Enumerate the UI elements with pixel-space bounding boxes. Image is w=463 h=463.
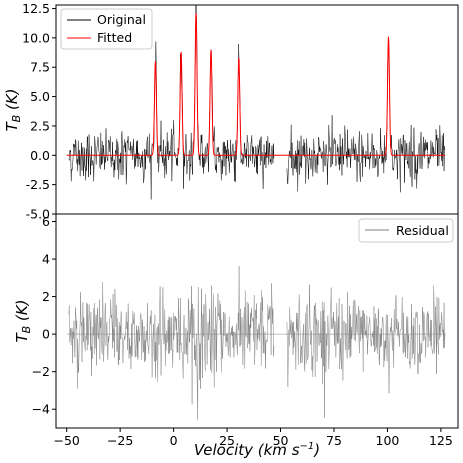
bottom-axes-frame [55, 213, 459, 429]
xtick-label: 75 [326, 433, 342, 448]
xtick-label: 0 [170, 433, 178, 448]
bottom-xlabel: Velocity (km s−1) [194, 441, 320, 459]
top-ylabel: TB (K) [3, 88, 23, 131]
top-ytick-label: 0.0 [30, 148, 50, 163]
xtick-label: 25 [219, 433, 235, 448]
xtick-label: −25 [107, 433, 133, 448]
bottom-ytick-label: 2 [42, 289, 50, 304]
top-ytick-label: -5.0 [26, 207, 50, 222]
fitted-series-line [66, 13, 446, 156]
top-ytick-label: 7.5 [30, 60, 50, 75]
bottom-ytick-label: −4 [32, 402, 50, 417]
top-ytick-label: 10.0 [22, 30, 50, 45]
bottom-ytick-label: 4 [42, 252, 50, 267]
bottom-ytick-label: 0 [42, 327, 50, 342]
bottom-ytick-label: −2 [32, 364, 50, 379]
bottom-ylabel: TB (K) [13, 299, 33, 342]
top-panel: -5.0 -2.5 0.0 2.5 5.0 7.5 10.0 12.5 TB (K) Orig… [3, 1, 459, 222]
xtick-label: 50 [273, 433, 289, 448]
legend-original: Original [97, 12, 146, 27]
bottom-legend: Residual [358, 218, 454, 243]
bottom-panel: −4 −2 0 2 4 6 −50 −25 0 25 50 75 100 125 TB (K) Velo… [13, 213, 459, 459]
xtick-label: 100 [376, 433, 400, 448]
legend-residual: Residual [396, 223, 449, 238]
top-ytick-label: 12.5 [22, 1, 50, 16]
top-ytick-label: -2.5 [26, 177, 50, 192]
top-ytick-label: 2.5 [30, 118, 50, 133]
top-ytick-label: 5.0 [30, 89, 50, 104]
residual-series-line [286, 284, 446, 418]
xtick-label: −50 [53, 433, 79, 448]
original-series-line [286, 40, 446, 193]
xtick-label: 125 [429, 433, 453, 448]
bottom-ytick-label: 6 [42, 214, 50, 229]
residual-series-line [68, 266, 275, 421]
legend-fitted: Fitted [97, 30, 132, 45]
top-legend: Original Fitted [60, 8, 153, 50]
